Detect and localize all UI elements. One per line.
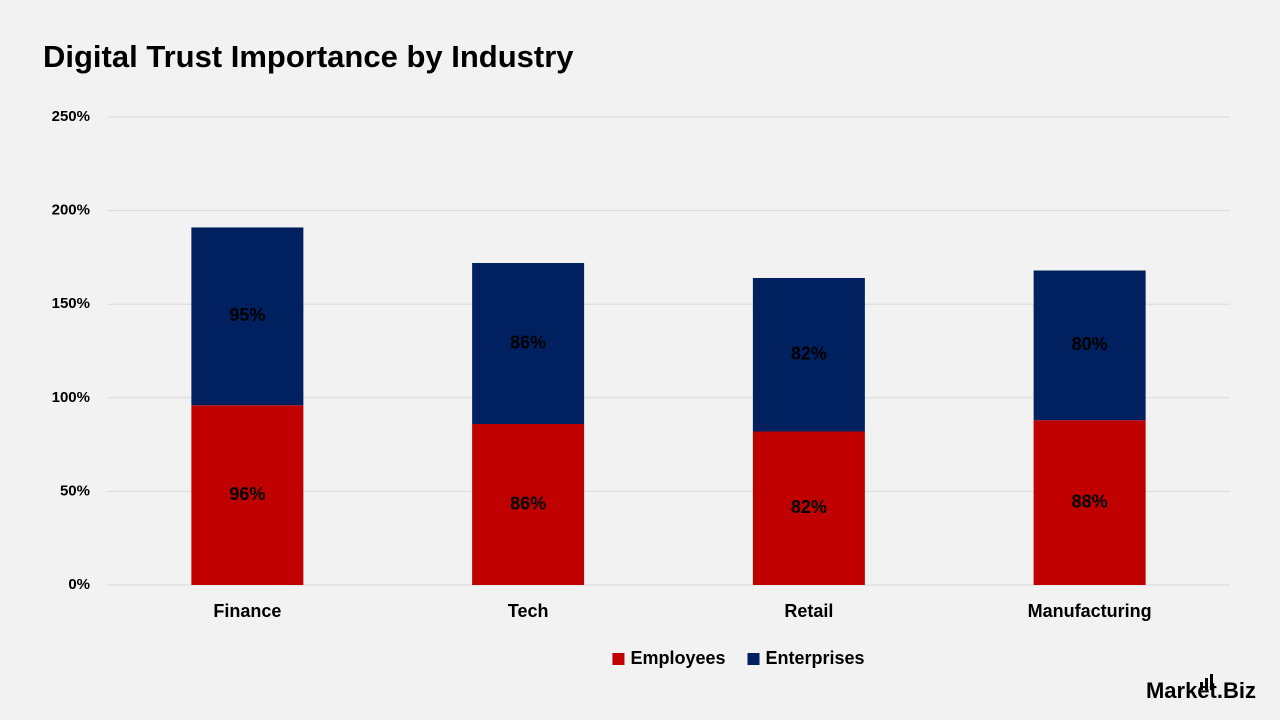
- bar-segment: [191, 227, 304, 406]
- bar-segment: [191, 405, 304, 585]
- y-tick-label: 100%: [52, 389, 90, 406]
- legend-label: Employees: [630, 648, 725, 668]
- logo-bar: [1205, 678, 1208, 690]
- watermark-logo: [1200, 674, 1213, 690]
- data-label: 86%: [510, 332, 546, 352]
- x-tick-label: Retail: [784, 601, 833, 621]
- data-label: 82%: [791, 343, 827, 363]
- bar-segment: [472, 263, 585, 425]
- legend-swatch: [612, 653, 625, 665]
- bar-segment: [1033, 270, 1146, 421]
- data-label: 96%: [229, 484, 265, 504]
- data-label: 88%: [1072, 491, 1108, 511]
- x-tick-label: Finance: [213, 601, 281, 621]
- bar-segment: [1033, 420, 1146, 585]
- data-label: 95%: [229, 305, 265, 325]
- logo-bar: [1210, 674, 1213, 690]
- y-tick-label: 250%: [52, 108, 90, 125]
- chart-title: Digital Trust Importance by Industry: [43, 39, 574, 74]
- y-tick-label: 150%: [52, 295, 90, 312]
- x-tick-label: Manufacturing: [1028, 601, 1152, 621]
- y-tick-label: 50%: [60, 482, 90, 499]
- x-tick-label: Tech: [508, 601, 549, 621]
- watermark: Market.Biz: [1146, 678, 1256, 703]
- data-label: 80%: [1072, 334, 1108, 354]
- logo-bar: [1200, 682, 1203, 690]
- bar-segment: [752, 431, 865, 585]
- data-label: 86%: [510, 493, 546, 513]
- legend-swatch: [747, 653, 760, 665]
- y-tick-label: 200%: [52, 202, 90, 219]
- bar-segment: [472, 424, 585, 585]
- data-label: 82%: [791, 497, 827, 517]
- legend-label: Enterprises: [766, 648, 865, 668]
- bar-segment: [752, 277, 865, 432]
- y-tick-label: 0%: [68, 576, 90, 593]
